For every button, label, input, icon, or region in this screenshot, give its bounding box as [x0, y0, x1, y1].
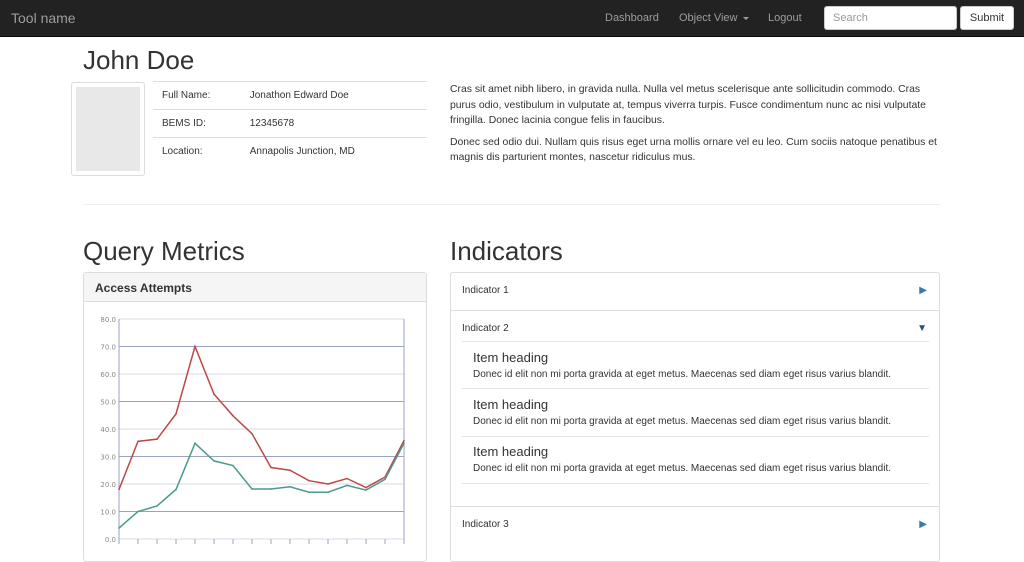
list-item: Item heading Donec id elit non mi porta g…: [462, 341, 929, 389]
data-point: [308, 491, 310, 494]
y-tick-label: 10.0: [100, 509, 116, 517]
nav-logout[interactable]: Logout: [768, 12, 802, 24]
indicator-1[interactable]: Indicator 1 ▶: [451, 273, 939, 311]
field-label: Full Name:: [153, 81, 250, 110]
data-point: [289, 469, 291, 472]
caret-down-icon: [742, 16, 749, 20]
indicator-label: Indicator 2: [462, 323, 509, 334]
indicators-title: Indicators: [450, 236, 563, 266]
profile-description: Cras sit amet nibh libero, in gravida nu…: [450, 82, 945, 172]
divider: [83, 204, 940, 205]
indicators-accordion: Indicator 1 ▶ Indicator 2 ▼ Item heading Do…: [450, 272, 940, 562]
data-point: [137, 510, 139, 513]
data-point: [365, 486, 367, 489]
navbar: Tool name Dashboard Object View Logout S…: [0, 0, 1024, 37]
panel-title: Access Attempts: [84, 273, 426, 302]
brand[interactable]: Tool name: [11, 10, 76, 26]
data-point: [327, 483, 329, 485]
triangle-down-icon: ▼: [917, 323, 927, 334]
triangle-right-icon: ▶: [919, 519, 927, 530]
paragraph: Donec sed odio dui. Nullam quis risus eg…: [450, 136, 937, 164]
series-line-2: [118, 442, 405, 529]
data-point: [137, 440, 139, 443]
y-tick-label: 60.0: [100, 371, 116, 379]
y-tick-label: 40.0: [100, 426, 116, 434]
y-tick-label: 80.0: [100, 316, 116, 324]
data-point: [251, 488, 253, 490]
item-text: Donec id elit non mi porta gravida at eg…: [473, 463, 891, 474]
query-metrics-title: Query Metrics: [83, 236, 245, 266]
nav-object-view[interactable]: Object View: [679, 12, 749, 24]
item-heading: Item heading: [473, 397, 549, 412]
data-point: [118, 488, 120, 491]
field-label: Location:: [153, 137, 250, 166]
search-input[interactable]: [824, 6, 957, 30]
data-point: [175, 413, 177, 415]
indicator-3[interactable]: Indicator 3 ▶: [451, 507, 939, 545]
indicator-2[interactable]: Indicator 2 ▼ Item heading Donec id elit n…: [451, 311, 939, 507]
triangle-right-icon: ▶: [919, 285, 927, 296]
profile-info-table: Full Name: Jonathon Edward Doe BEMS ID: 12…: [153, 81, 427, 166]
data-point: [365, 489, 367, 491]
data-point: [194, 442, 196, 445]
y-tick-label: 50.0: [100, 399, 116, 407]
data-point: [403, 442, 405, 445]
submit-button[interactable]: Submit: [960, 6, 1014, 30]
indicator-label: Indicator 1: [462, 285, 509, 296]
y-tick-label: 30.0: [100, 454, 116, 462]
item-text: Donec id elit non mi porta gravida at eg…: [473, 369, 891, 380]
data-point: [175, 488, 177, 491]
data-point: [213, 460, 215, 462]
y-tick-label: 70.0: [100, 344, 116, 352]
data-point: [308, 479, 310, 482]
data-point: [270, 466, 272, 469]
nav-dashboard[interactable]: Dashboard: [605, 12, 659, 24]
data-point: [232, 415, 234, 417]
field-value: Jonathon Edward Doe: [249, 81, 427, 110]
profile-photo: [71, 82, 145, 176]
indicator-label: Indicator 3: [462, 519, 509, 530]
data-point: [327, 491, 329, 494]
item-heading: Item heading: [473, 350, 549, 365]
data-point: [194, 345, 196, 348]
y-tick-label: 20.0: [100, 481, 116, 489]
y-tick-label: 0.0: [105, 536, 116, 544]
data-point: [156, 438, 158, 440]
access-attempts-chart: 0.0 10.0 20.0 30.0 40.0 50.0 60.0 70.0 80.0: [100, 316, 405, 544]
data-point: [118, 527, 120, 529]
data-point: [156, 505, 158, 507]
field-label: BEMS ID:: [153, 109, 250, 138]
series-line-1: [118, 344, 405, 490]
data-point: [232, 464, 234, 467]
list-item: Item heading Donec id elit non mi porta g…: [462, 389, 929, 437]
data-point: [346, 477, 348, 480]
data-point: [251, 432, 253, 435]
list-item: Item heading Donec id elit non mi porta g…: [462, 436, 929, 484]
data-point: [270, 488, 272, 490]
access-attempts-panel: Access Attempts: [83, 272, 427, 562]
data-point: [403, 439, 405, 442]
data-point: [346, 484, 348, 487]
field-value: 12345678: [249, 109, 427, 138]
data-point: [289, 485, 291, 488]
data-point: [213, 393, 215, 395]
paragraph: Cras sit amet nibh libero, in gravida nu…: [450, 84, 926, 126]
profile-name: John Doe: [83, 45, 195, 75]
field-value: Annapolis Junction, MD: [249, 137, 427, 166]
item-heading: Item heading: [473, 444, 549, 459]
data-point: [384, 478, 386, 481]
nav-object-view-label: Object View: [679, 12, 738, 24]
item-text: Donec id elit non mi porta gravida at eg…: [473, 416, 891, 427]
